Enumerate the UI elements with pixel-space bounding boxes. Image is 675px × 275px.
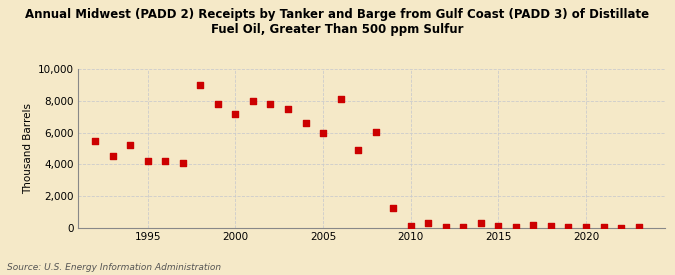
Point [528, 223, 539, 227]
Point [230, 112, 241, 116]
Point [580, 225, 591, 229]
Point [598, 225, 609, 230]
Point [353, 148, 364, 152]
Point [475, 221, 486, 225]
Point [90, 138, 101, 143]
Point [545, 224, 556, 229]
Point [510, 224, 521, 229]
Point [125, 142, 136, 147]
Point [458, 224, 468, 229]
Text: Annual Midwest (PADD 2) Receipts by Tanker and Barge from Gulf Coast (PADD 3) of: Annual Midwest (PADD 2) Receipts by Tank… [26, 8, 649, 36]
Point [387, 205, 398, 210]
Point [213, 102, 223, 106]
Point [195, 82, 206, 87]
Point [283, 106, 294, 111]
Point [142, 159, 153, 163]
Point [423, 221, 433, 226]
Point [160, 159, 171, 163]
Point [178, 161, 188, 165]
Point [265, 102, 276, 106]
Point [300, 121, 311, 125]
Text: Source: U.S. Energy Information Administration: Source: U.S. Energy Information Administ… [7, 263, 221, 272]
Y-axis label: Thousand Barrels: Thousand Barrels [24, 103, 33, 194]
Point [370, 130, 381, 134]
Point [107, 154, 118, 159]
Point [318, 130, 329, 135]
Point [616, 226, 626, 230]
Point [493, 224, 504, 228]
Point [633, 224, 644, 229]
Point [248, 98, 259, 103]
Point [405, 224, 416, 228]
Point [335, 97, 346, 101]
Point [563, 224, 574, 229]
Point [440, 225, 451, 229]
